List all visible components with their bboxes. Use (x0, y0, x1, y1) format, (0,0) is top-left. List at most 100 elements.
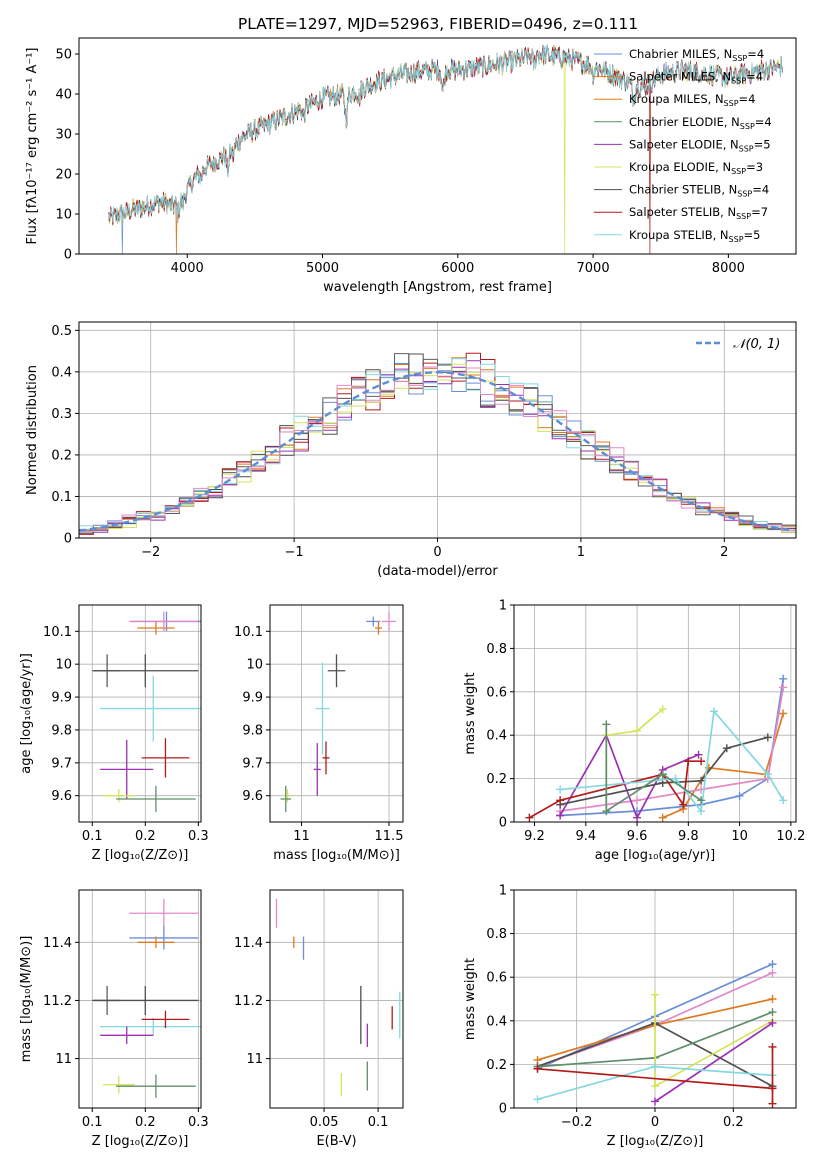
age-vs-metallicity-panel: 0.1 0.2 0.3 9.6 9.7 9.8 9.9 10 10.1 Z [log₁₀(Z/Z⊙… (19, 604, 209, 863)
weight-marker (768, 1042, 777, 1051)
weight-marker (651, 1082, 659, 1091)
weight-line (560, 709, 784, 814)
y-tick-label: 0 (64, 532, 72, 547)
x-axis-label: (data-model)/error (377, 564, 498, 579)
legend-entry: Kroupa STELIB, NSSP=5 (629, 228, 760, 244)
data-point (315, 662, 330, 755)
weight-marker (658, 813, 667, 822)
weight-marker (651, 1097, 659, 1106)
weight-marker (671, 774, 680, 783)
weight-marker (556, 785, 565, 794)
x-axis-label: Z [log₁₀(Z/Z⊙)] (92, 848, 189, 863)
x-tick-label: 8000 (712, 261, 745, 276)
y-axis-label: age [log₁₀(age/yr)] (19, 653, 34, 774)
y-tick-label: 11 (55, 1052, 72, 1067)
y-tick-label: 9.6 (51, 789, 72, 804)
weight-marker (768, 1008, 777, 1017)
x-tick-label: 4000 (171, 261, 204, 276)
normal-curve (79, 371, 794, 532)
weight-line (654, 1022, 773, 1103)
x-tick-label: 0.2 (723, 1115, 744, 1130)
data-point (100, 739, 154, 799)
y-tick-label: 0 (499, 816, 507, 831)
x-tick-label: −0.2 (561, 1115, 593, 1130)
axes-frame (513, 604, 797, 823)
y-tick-label: 0.3 (51, 407, 72, 422)
figure-title: PLATE=1297, MJD=52963, FIBERID=0496, z=0… (238, 15, 638, 33)
legend-entry: Salpeter MILES, NSSP=4 (629, 70, 763, 86)
residual-histogram-panel: −2 −1 0 1 2 0 0.1 0.2 0.3 0.4 0.5 (data-model)/erro… (25, 321, 797, 579)
y-axis-label: Flux [fλ10⁻¹⁷ erg cm⁻² s⁻¹ A⁻¹] (25, 48, 40, 245)
x-tick-label: 9.2 (524, 829, 545, 844)
y-tick-label: 0.4 (486, 1014, 507, 1029)
x-axis-label: E(B-V) (316, 1134, 356, 1149)
x-tick-label: 11.5 (375, 829, 404, 844)
weight-line (605, 724, 702, 813)
x-tick-label: 2 (720, 545, 728, 560)
y-tick-label: 9.9 (51, 691, 72, 706)
data-point (382, 611, 396, 632)
legend-entry: Chabrier ELODIE, NSSP=4 (629, 115, 772, 131)
y-axis-label: mass weight (463, 958, 478, 1040)
weight-marker (556, 796, 565, 805)
axes-frame (269, 889, 404, 1109)
y-tick-label: 9.7 (51, 756, 72, 771)
mass-weight-vs-metallicity-panel: −0.2 0 0.2 0 0.2 0.4 0.6 0.8 1 Z [log₁₀(Z/Z⊙)] mas… (463, 884, 797, 1149)
legend-entry: Kroupa MILES, NSSP=4 (629, 92, 755, 108)
histogram-series (79, 363, 796, 533)
weight-marker (768, 1018, 777, 1027)
data-point (116, 1074, 196, 1098)
spectrum-panel: 4000 5000 6000 7000 8000 0 10 20 30 40 50 wavelengt… (25, 37, 797, 295)
x-tick-label: 11 (293, 829, 310, 844)
y-tick-label: 0.2 (486, 1058, 507, 1073)
x-tick-label: 9.8 (678, 829, 699, 844)
legend-entry: Salpeter STELIB, NSSP=7 (629, 205, 768, 221)
weight-marker (533, 1064, 542, 1073)
weight-marker (633, 796, 642, 805)
weight-marker (697, 776, 706, 785)
data-point (322, 741, 330, 775)
weight-marker (779, 796, 788, 805)
weight-marker (651, 1062, 659, 1071)
x-tick-label: 1 (577, 545, 585, 560)
weight-marker (694, 750, 703, 759)
weight-marker (684, 757, 693, 766)
x-tick-label: 0 (651, 1115, 659, 1130)
weight-marker (709, 707, 718, 716)
y-axis-label: mass [log₁₀(M/M⊙)] (19, 936, 34, 1063)
x-axis-label: Z [log₁₀(Z/Z⊙)] (607, 1134, 704, 1149)
weight-marker (697, 757, 706, 766)
axes-frame (78, 604, 202, 823)
x-tick-label: 0.1 (82, 1115, 103, 1130)
data-point (137, 936, 175, 949)
y-axis-label: Normed distribution (25, 365, 40, 495)
weight-line (528, 760, 702, 819)
mass-vs-extinction-panel: 0.05 0.1 11 11.2 11.4 E(B-V) (234, 889, 404, 1149)
y-tick-label: 0.5 (51, 324, 72, 339)
data-point (280, 785, 291, 813)
weight-marker (779, 709, 788, 718)
y-tick-label: 0.4 (51, 365, 72, 380)
data-point (129, 926, 199, 950)
data-point (141, 1010, 190, 1029)
weight-marker (533, 1095, 542, 1104)
mass-weight-vs-age-panel: 9.2 9.4 9.6 9.8 10 10.2 0 0.2 0.4 0.6 0.8 1 age [log… (463, 599, 805, 864)
y-tick-label: 11.4 (43, 936, 72, 951)
x-tick-label: 6000 (441, 261, 474, 276)
x-tick-label: −2 (141, 545, 160, 560)
data-point (102, 789, 135, 803)
weight-marker (722, 744, 731, 753)
x-tick-label: 9.4 (575, 829, 596, 844)
spectrum-line (108, 45, 783, 224)
y-tick-label: 0.2 (486, 772, 507, 787)
x-tick-label: 5000 (306, 261, 339, 276)
y-tick-label: 40 (55, 88, 72, 103)
weight-marker (768, 960, 777, 969)
weight-marker (633, 813, 642, 822)
y-tick-label: 11.2 (43, 994, 72, 1009)
x-tick-label: 0.2 (135, 829, 156, 844)
data-point (100, 675, 201, 742)
y-tick-label: 30 (55, 128, 72, 143)
y-tick-label: 0.6 (486, 685, 507, 700)
